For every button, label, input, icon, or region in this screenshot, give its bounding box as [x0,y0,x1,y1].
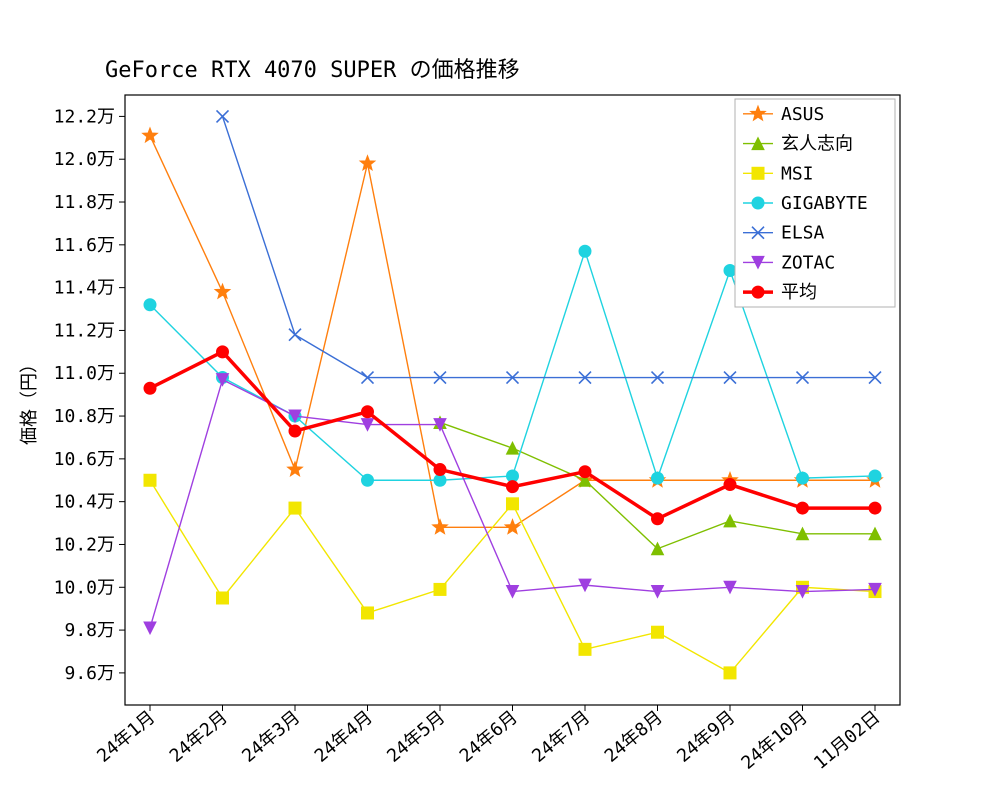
y-tick-label: 9.8万 [64,620,115,641]
chart-title: GeForce RTX 4070 SUPER の価格推移 [105,58,520,83]
y-axis-label: 価格（円） [19,355,40,445]
y-tick-label: 11.0万 [54,363,115,384]
y-tick-label: 10.0万 [54,577,115,598]
legend-label: MSI [781,163,814,184]
legend-label: GIGABYTE [781,193,868,214]
x-tick-label: 11月02日 [810,707,884,774]
x-tick-label: 24年1月 [93,707,159,767]
y-tick-label: 11.2万 [54,320,115,341]
y-tick-label: 12.0万 [54,149,115,170]
x-tick-label: 24年7月 [528,707,594,767]
legend-label: ELSA [781,223,825,244]
x-tick-label: 24年5月 [383,707,449,767]
x-tick-label: 24年4月 [311,707,377,767]
legend: ASUS 玄人志向 MSI GIGABYTE ELSA ZOTAC 平均 [735,99,895,307]
legend-label: ASUS [781,104,824,125]
price-chart: GeForce RTX 4070 SUPER の価格推移価格（円） 9.6万 9.8… [0,0,1000,800]
y-tick-label: 9.6万 [64,663,115,684]
y-tick-label: 10.4万 [54,492,115,513]
x-tick-label: 24年10月 [737,707,811,774]
x-tick-label: 24年6月 [456,707,522,767]
x-tick-label: 24年8月 [601,707,667,767]
legend-label: 平均 [781,282,817,303]
y-tick-label: 10.2万 [54,534,115,555]
y-tick-label: 10.6万 [54,449,115,470]
legend-label: 玄人志向 [781,134,853,155]
x-tick-label: 24年2月 [166,707,232,767]
chart-container: GeForce RTX 4070 SUPER の価格推移価格（円） 9.6万 9.8… [0,0,1000,800]
x-tick-label: 24年9月 [673,707,739,767]
x-tick-label: 24年3月 [238,707,304,767]
y-tick-label: 11.4万 [54,278,115,299]
y-tick-label: 11.6万 [54,235,115,256]
y-tick-label: 12.2万 [54,106,115,127]
legend-label: ZOTAC [781,252,835,273]
y-tick-label: 10.8万 [54,406,115,427]
y-tick-label: 11.8万 [54,192,115,213]
